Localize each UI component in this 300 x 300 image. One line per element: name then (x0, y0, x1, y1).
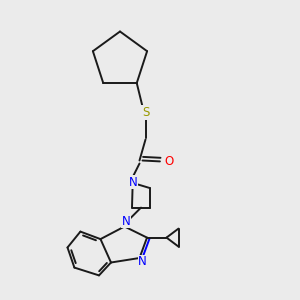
Text: S: S (142, 106, 149, 119)
Text: N: N (129, 176, 138, 189)
Text: N: N (138, 255, 147, 268)
Text: N: N (122, 214, 130, 228)
Text: O: O (164, 155, 173, 168)
